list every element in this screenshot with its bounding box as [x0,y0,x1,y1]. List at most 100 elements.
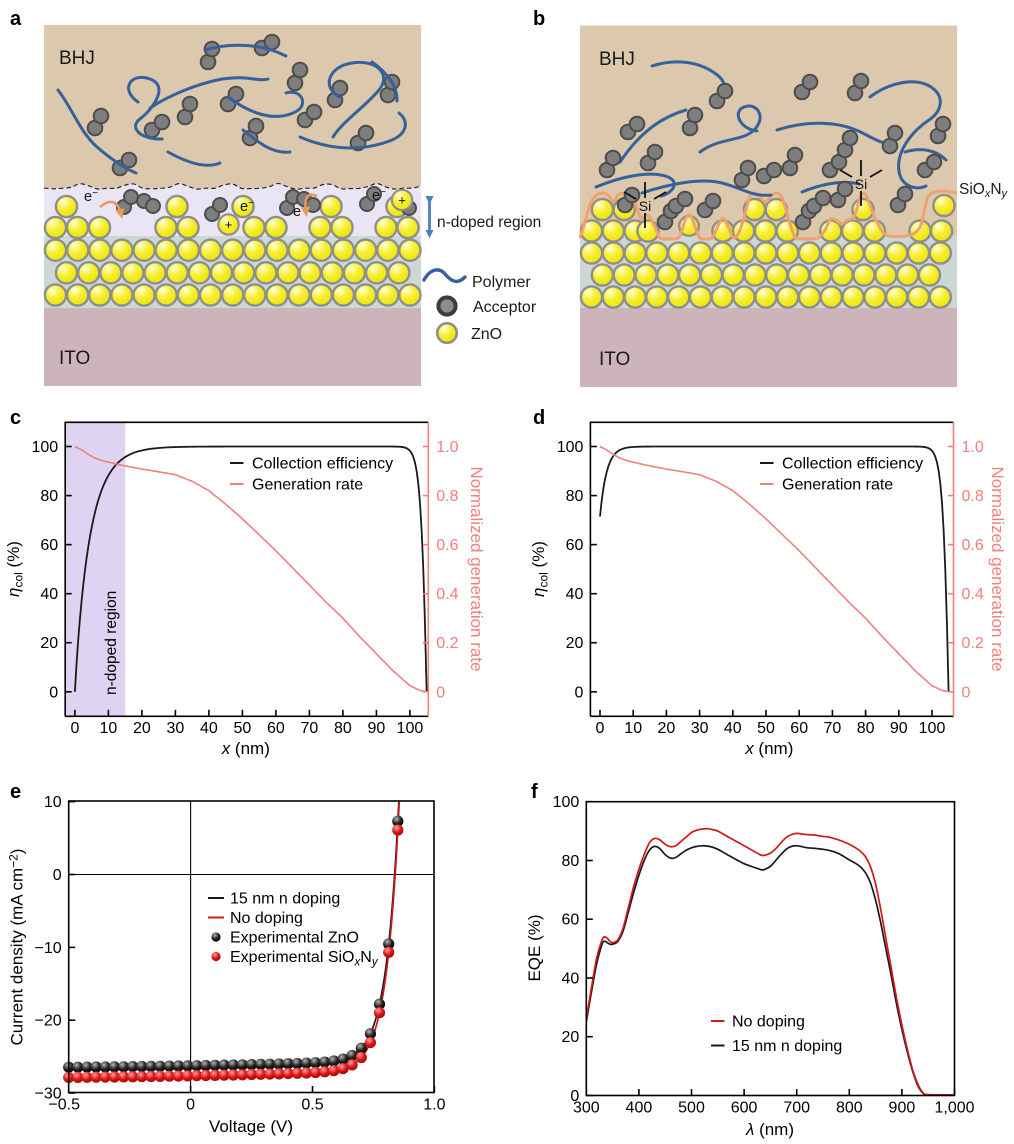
svg-text:20: 20 [658,720,676,737]
svg-text:500: 500 [678,1100,705,1117]
svg-text:−10: −10 [35,940,62,957]
svg-text:0: 0 [436,684,445,701]
svg-text:90: 90 [890,720,908,737]
svg-text:−30: −30 [35,1086,62,1103]
svg-text:Normalized generation rate: Normalized generation rate [467,466,486,671]
svg-text:0: 0 [596,720,605,737]
svg-text:0.6: 0.6 [962,537,984,554]
svg-text:Acceptor: Acceptor [473,299,537,316]
svg-text:40: 40 [562,971,580,988]
svg-text:0.2: 0.2 [962,635,984,652]
svg-text:0.4: 0.4 [962,586,984,603]
svg-text:50: 50 [757,720,775,737]
svg-text:60: 60 [40,537,58,554]
svg-text:ηcol (%): ηcol (%) [4,541,26,597]
svg-text:80: 80 [334,720,352,737]
svg-text:Experimental SiOxNy: Experimental SiOxNy [230,949,379,969]
svg-text:800: 800 [836,1100,863,1117]
svg-text:0: 0 [574,684,583,701]
svg-text:BHJ: BHJ [59,48,95,69]
svg-text:x (nm): x (nm) [744,739,793,758]
svg-text:1.0: 1.0 [436,439,458,456]
svg-text:ITO: ITO [599,349,630,370]
svg-text:ZnO: ZnO [471,326,502,343]
svg-text:300: 300 [573,1100,600,1117]
svg-text:20: 20 [562,1029,580,1046]
svg-text:400: 400 [626,1100,653,1117]
svg-text:c: c [10,407,21,429]
svg-text:30: 30 [167,720,185,737]
svg-text:15 nm n doping: 15 nm n doping [732,1038,842,1055]
svg-text:e: e [10,781,21,803]
svg-text:Collection efficiency: Collection efficiency [252,456,393,473]
svg-text:+: + [398,193,406,208]
svg-text:a: a [10,8,22,30]
svg-text:EQE (%): EQE (%) [525,914,544,981]
svg-text:0: 0 [962,684,971,701]
svg-text:0: 0 [70,720,79,737]
svg-text:+: + [225,217,233,232]
svg-text:Normalized generation rate: Normalized generation rate [988,466,1007,671]
svg-text:40: 40 [724,720,742,737]
svg-text:0.8: 0.8 [436,488,458,505]
svg-text:40: 40 [200,720,218,737]
svg-text:1.0: 1.0 [423,1097,445,1114]
svg-text:Generation rate: Generation rate [782,477,893,494]
svg-text:50: 50 [234,720,252,737]
svg-text:b: b [533,8,545,30]
svg-text:90: 90 [368,720,386,737]
svg-text:70: 70 [824,720,842,737]
svg-text:60: 60 [790,720,808,737]
svg-text:0.5: 0.5 [301,1097,323,1114]
svg-text:80: 80 [562,853,580,870]
svg-text:100: 100 [553,794,580,811]
svg-text:No doping: No doping [230,910,303,927]
svg-text:80: 80 [566,488,584,505]
svg-text:1,000: 1,000 [934,1100,974,1117]
svg-text:40: 40 [40,586,58,603]
svg-text:Current density (mA cm−2): Current density (mA cm−2) [7,849,27,1046]
svg-text:900: 900 [889,1100,916,1117]
svg-text:ITO: ITO [59,348,90,369]
svg-text:10: 10 [44,794,62,811]
svg-text:60: 60 [267,720,285,737]
svg-text:Generation rate: Generation rate [252,477,363,494]
svg-text:n-doped region: n-doped region [103,591,120,695]
svg-text:0.2: 0.2 [436,635,458,652]
svg-text:80: 80 [40,488,58,505]
svg-text:0: 0 [186,1097,195,1114]
svg-text:80: 80 [857,720,875,737]
svg-text:Voltage (V): Voltage (V) [209,1117,293,1136]
svg-text:Si: Si [639,198,651,214]
svg-text:100: 100 [397,720,424,737]
svg-text:30: 30 [691,720,709,737]
svg-text:x (nm): x (nm) [221,739,270,758]
svg-text:Si: Si [855,176,867,192]
svg-text:70: 70 [301,720,319,737]
svg-text:λ (nm): λ (nm) [745,1120,794,1139]
svg-text:n-doped region: n-doped region [437,214,541,231]
svg-text:700: 700 [783,1100,810,1117]
svg-text:60: 60 [562,912,580,929]
svg-text:20: 20 [133,720,151,737]
svg-text:1.0: 1.0 [962,439,984,456]
svg-text:f: f [531,781,538,803]
svg-text:0.8: 0.8 [962,488,984,505]
svg-text:−20: −20 [35,1013,62,1030]
svg-text:0.6: 0.6 [436,537,458,554]
svg-text:Experimental ZnO: Experimental ZnO [230,930,359,947]
svg-text:100: 100 [31,439,58,456]
svg-text:Collection efficiency: Collection efficiency [782,456,923,473]
svg-text:ηcol (%): ηcol (%) [529,541,551,597]
svg-text:0: 0 [570,1088,579,1105]
svg-text:0: 0 [53,867,62,884]
svg-text:20: 20 [566,635,584,652]
svg-text:0: 0 [49,684,58,701]
svg-text:10: 10 [100,720,118,737]
svg-text:d: d [533,407,545,429]
svg-text:600: 600 [731,1100,758,1117]
svg-text:40: 40 [566,586,584,603]
svg-text:100: 100 [919,720,946,737]
svg-text:−0.5: −0.5 [48,1097,80,1114]
svg-text:10: 10 [624,720,642,737]
